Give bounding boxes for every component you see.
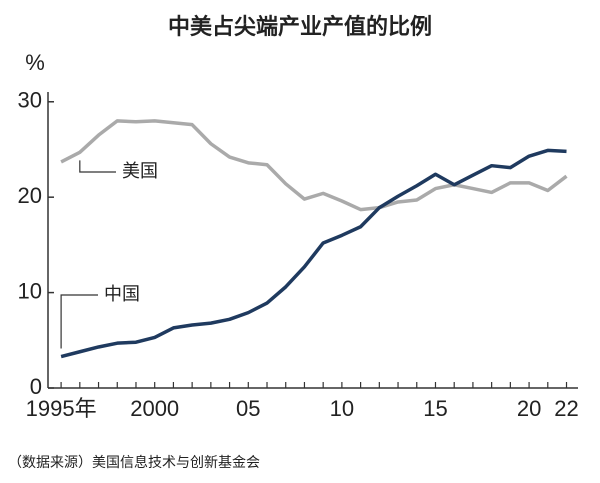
y-tick-label: 30 — [18, 88, 42, 113]
series-label: 中国 — [104, 284, 140, 305]
series-line — [60, 148, 567, 359]
x-tick-label: 15 — [423, 396, 447, 421]
x-tick-label: 05 — [236, 396, 260, 421]
leader-line — [60, 294, 98, 349]
leader-line — [79, 160, 116, 173]
x-tick-label: 20 — [517, 396, 541, 421]
x-tick-label: 1995年 — [26, 396, 97, 421]
chart-title: 中美占尖端产业产值的比例 — [168, 14, 432, 40]
series-label: 美国 — [122, 161, 158, 182]
y-tick-label: 20 — [18, 183, 42, 208]
y-tick-label: 0 — [30, 374, 42, 399]
y-tick-label: 10 — [18, 278, 42, 303]
x-tick-label: 22 — [554, 396, 578, 421]
x-tick-label: 2000 — [130, 396, 179, 421]
x-tick-label: 10 — [330, 396, 354, 421]
y-axis-label: % — [25, 50, 45, 75]
source-note: （数据来源）美国信息技术与创新基金会 — [8, 454, 260, 471]
series-line — [60, 119, 568, 212]
